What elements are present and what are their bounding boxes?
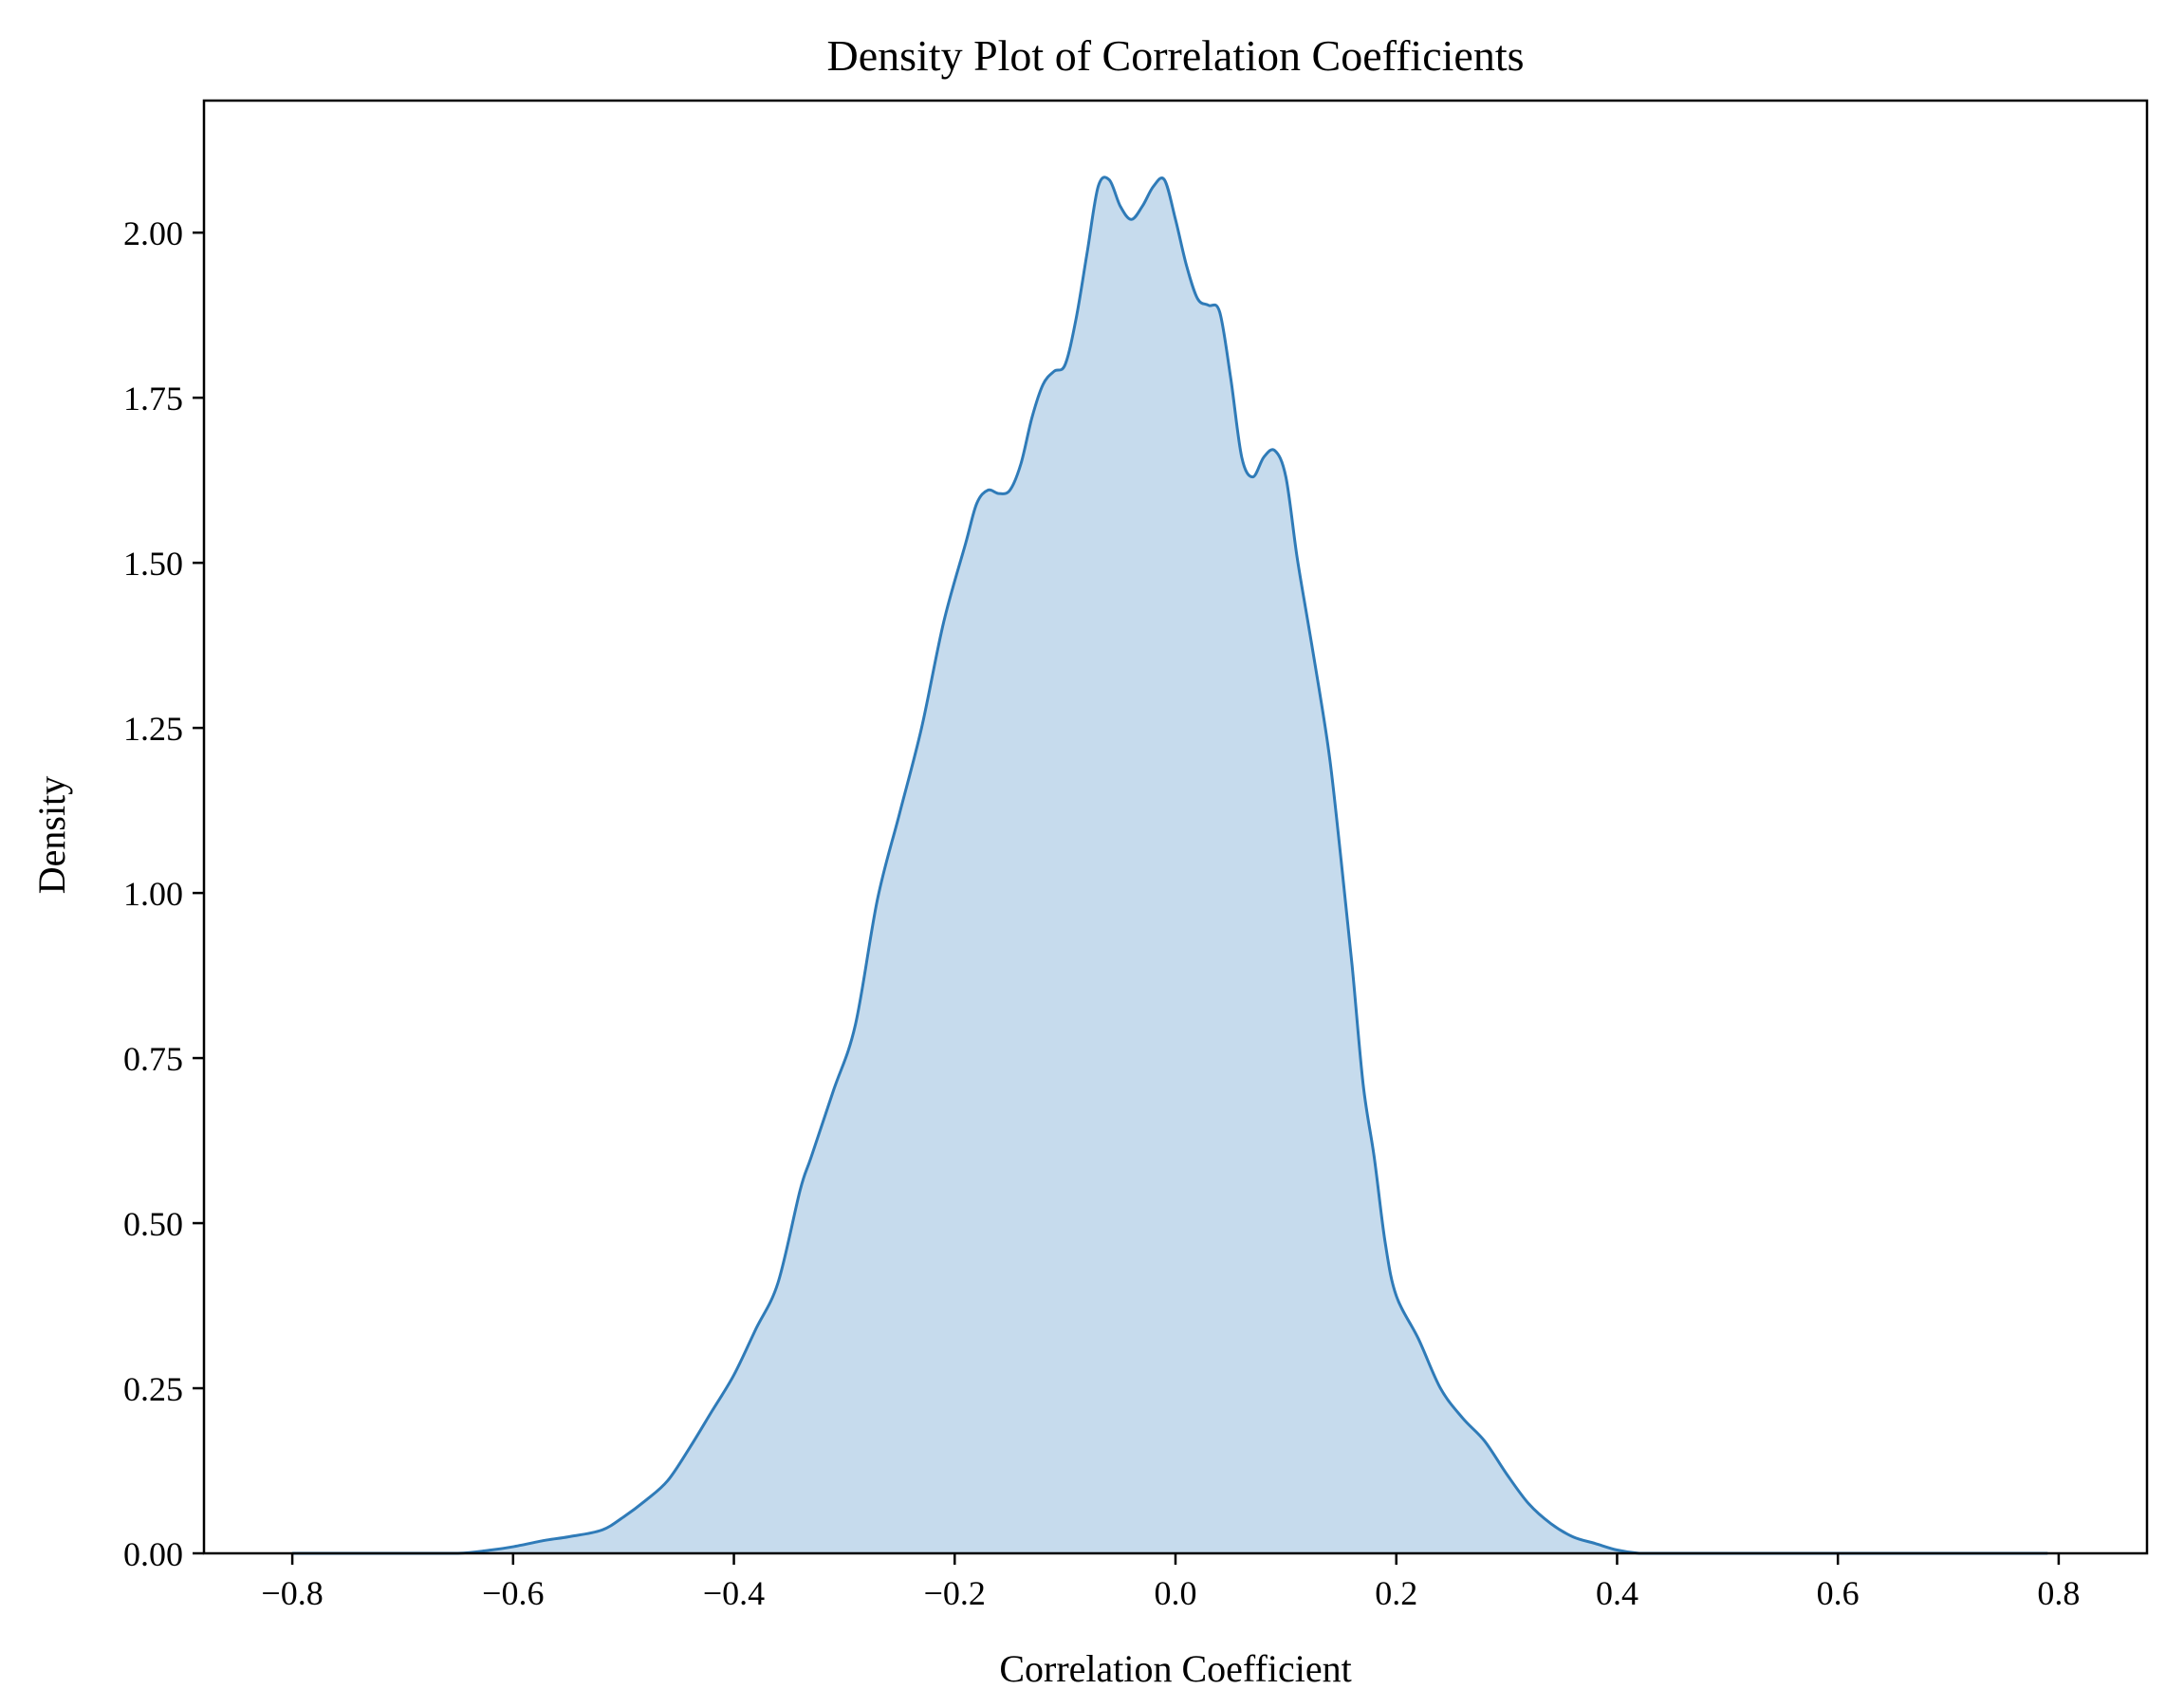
axes: −0.8 −0.6 −0.4 −0.2 0.0 0.2 0.4 0.6 0.8 0.00 0.25 0…: [123, 99, 2149, 1612]
x-tick-label: 0.8: [2037, 1574, 2080, 1612]
y-axis-label: Density: [30, 776, 73, 894]
x-axis-label: Correlation Coefficient: [999, 1647, 1351, 1690]
y-tick-label: 1.00: [123, 875, 183, 913]
plot-area: [292, 176, 2048, 1555]
x-tick-label: −0.2: [924, 1574, 986, 1612]
density-area-fill: [292, 176, 2048, 1553]
x-tick-label: 0.4: [1596, 1574, 1638, 1612]
x-tick-label: 0.0: [1155, 1574, 1197, 1612]
x-tick-label: −0.8: [261, 1574, 323, 1612]
chart-title: Density Plot of Correlation Coefficients: [826, 31, 1524, 80]
y-tick-label: 0.25: [123, 1370, 183, 1408]
density-curve-line: [292, 176, 2048, 1555]
x-tick-label: 0.6: [1817, 1574, 1860, 1612]
y-tick-label: 0.50: [123, 1205, 183, 1243]
x-tick-label: 0.2: [1375, 1574, 1417, 1612]
y-tick-label: 1.25: [123, 710, 183, 748]
y-tick-label: 2.00: [123, 214, 183, 252]
x-tick-label: −0.4: [703, 1574, 765, 1612]
y-tick-label: 0.75: [123, 1040, 183, 1078]
y-tick-label: 0.00: [123, 1535, 183, 1573]
x-tick-label: −0.6: [482, 1574, 544, 1612]
y-tick-label: 1.50: [123, 545, 183, 583]
y-tick-label: 1.75: [123, 380, 183, 418]
